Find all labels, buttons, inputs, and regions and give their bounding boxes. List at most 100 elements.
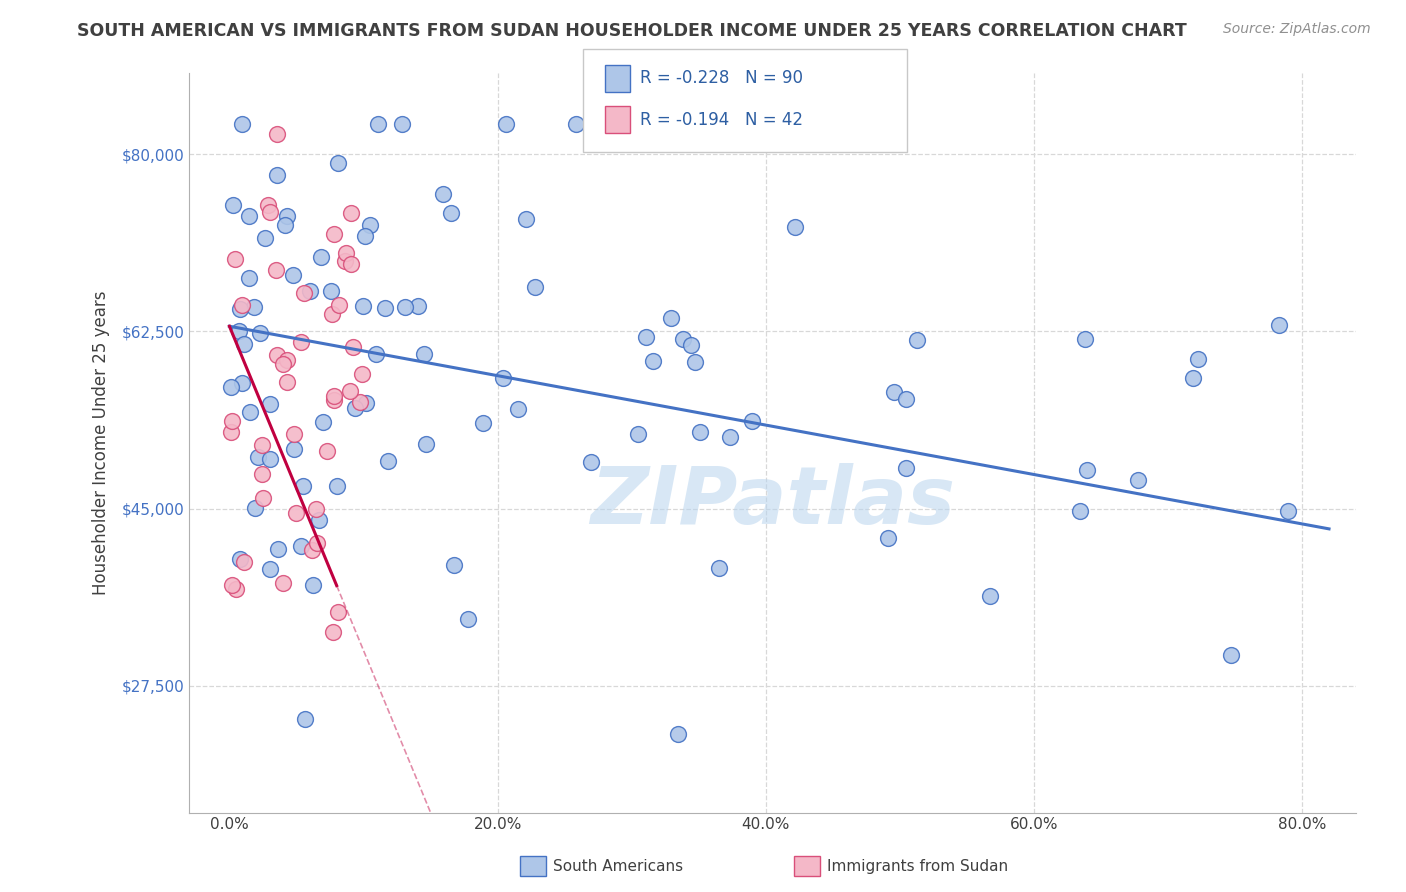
Point: [683, 355, 706, 369]
Point: [415, 437, 437, 451]
Point: [1268, 318, 1291, 332]
Point: [266, 262, 288, 277]
Point: [232, 336, 254, 351]
Point: [231, 117, 253, 131]
Point: [253, 231, 276, 245]
Point: [340, 257, 363, 271]
Point: [276, 375, 298, 389]
Point: [229, 551, 252, 566]
Point: [221, 414, 243, 428]
Point: [259, 205, 281, 219]
Point: [247, 450, 270, 464]
Point: [394, 300, 416, 314]
Point: [252, 491, 274, 505]
Point: [627, 426, 650, 441]
Point: [232, 556, 254, 570]
Point: [328, 156, 350, 170]
Point: [271, 576, 294, 591]
Point: [259, 451, 281, 466]
Point: [228, 324, 250, 338]
Point: [322, 625, 344, 640]
Point: [1187, 352, 1209, 367]
Point: [219, 380, 242, 394]
Point: [412, 347, 434, 361]
Point: [266, 168, 288, 182]
Point: [274, 218, 297, 232]
Point: [907, 333, 929, 347]
Point: [492, 371, 515, 385]
Text: SOUTH AMERICAN VS IMMIGRANTS FROM SUDAN HOUSEHOLDER INCOME UNDER 25 YEARS CORREL: SOUTH AMERICAN VS IMMIGRANTS FROM SUDAN …: [77, 22, 1187, 40]
Point: [238, 209, 260, 223]
Point: [291, 479, 314, 493]
Point: [349, 394, 371, 409]
Text: R = -0.194   N = 42: R = -0.194 N = 42: [640, 111, 803, 128]
Y-axis label: Householder Income Under 25 years: Householder Income Under 25 years: [93, 291, 110, 595]
Text: Source: ZipAtlas.com: Source: ZipAtlas.com: [1223, 22, 1371, 37]
Point: [707, 560, 730, 574]
Point: [883, 385, 905, 400]
Point: [285, 507, 308, 521]
Point: [312, 415, 335, 429]
Point: [364, 347, 387, 361]
Point: [342, 340, 364, 354]
Point: [506, 402, 529, 417]
Point: [659, 311, 682, 326]
Point: [222, 198, 245, 212]
Text: Immigrants from Sudan: Immigrants from Sudan: [827, 859, 1008, 873]
Point: [894, 460, 917, 475]
Point: [276, 209, 298, 223]
Point: [224, 252, 246, 266]
Point: [377, 454, 399, 468]
Point: [326, 605, 349, 619]
Point: [391, 117, 413, 131]
Point: [641, 354, 664, 368]
Point: [523, 279, 546, 293]
Point: [326, 479, 349, 493]
Point: [283, 426, 305, 441]
Point: [243, 500, 266, 515]
Point: [292, 286, 315, 301]
Point: [305, 501, 328, 516]
Point: [256, 197, 278, 211]
Point: [565, 117, 588, 131]
Point: [439, 206, 461, 220]
Point: [634, 330, 657, 344]
Point: [298, 284, 321, 298]
Point: [328, 298, 350, 312]
Point: [340, 205, 363, 219]
Point: [283, 442, 305, 456]
Point: [273, 358, 295, 372]
Point: [259, 561, 281, 575]
Point: [229, 301, 252, 316]
Point: [344, 401, 367, 415]
Point: [290, 539, 312, 553]
Text: ZIPatlas: ZIPatlas: [591, 463, 955, 541]
Point: [408, 299, 430, 313]
Point: [979, 589, 1001, 603]
Point: [1181, 370, 1204, 384]
Point: [339, 384, 361, 398]
Point: [250, 438, 273, 452]
Point: [741, 414, 763, 428]
Point: [352, 299, 374, 313]
Point: [290, 335, 312, 350]
Point: [579, 455, 602, 469]
Point: [354, 396, 377, 410]
Point: [323, 227, 346, 242]
Point: [443, 558, 465, 572]
Point: [359, 218, 381, 232]
Point: [367, 117, 389, 131]
Point: [1069, 504, 1091, 518]
Point: [432, 187, 454, 202]
Point: [1220, 648, 1243, 662]
Point: [225, 582, 247, 596]
Text: R = -0.228   N = 90: R = -0.228 N = 90: [640, 70, 803, 87]
Point: [243, 300, 266, 314]
Point: [219, 425, 242, 439]
Point: [239, 405, 262, 419]
Point: [350, 367, 373, 381]
Point: [1073, 333, 1095, 347]
Point: [309, 250, 332, 264]
Point: [515, 211, 537, 226]
Point: [472, 417, 495, 431]
